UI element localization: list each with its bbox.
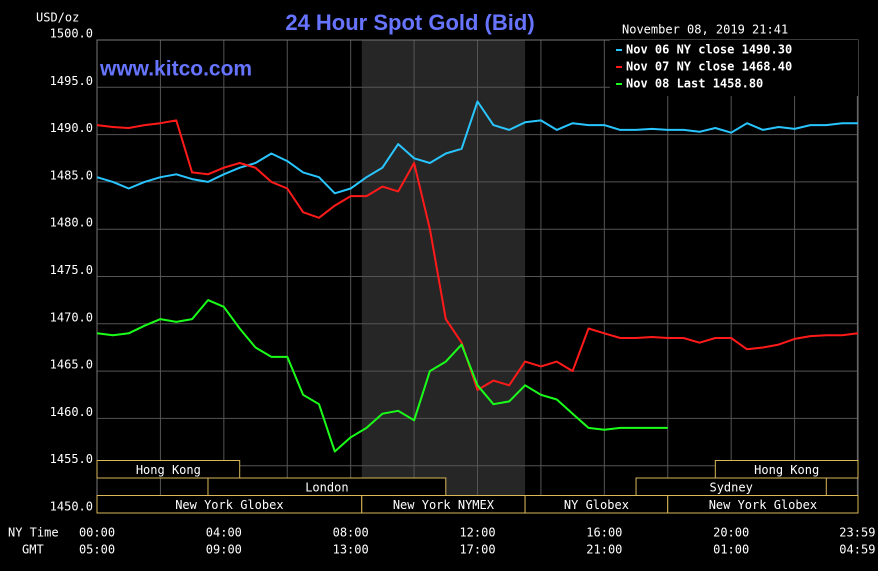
- legend-label: Nov 06 NY close 1490.30: [626, 43, 792, 57]
- chart-title: 24 Hour Spot Gold (Bid): [285, 10, 534, 35]
- y-tick-label: 1450.0: [50, 500, 93, 514]
- site-label: www.kitco.com: [99, 58, 252, 81]
- y-tick-label: 1500.0: [50, 27, 93, 41]
- x2-tick-label: 17:00: [459, 543, 495, 557]
- x-tick-label: 23:59: [839, 526, 875, 540]
- session-label: New York Globex: [175, 498, 283, 512]
- x2-tick-label: 01:00: [713, 543, 749, 557]
- x-tick-label: 00:00: [79, 526, 115, 540]
- session-label: Sydney: [709, 480, 752, 494]
- y-tick-label: 1470.0: [50, 310, 93, 324]
- series-line: [96, 100, 858, 195]
- x-row-label: NY Time: [8, 526, 59, 540]
- series-line: [96, 119, 859, 391]
- legend-box: [610, 40, 858, 96]
- y-tick-label: 1455.0: [50, 452, 93, 466]
- x2-tick-label: 09:00: [206, 543, 242, 557]
- x-tick-label: 04:00: [206, 526, 242, 540]
- legend-label: Nov 07 NY close 1468.40: [626, 60, 792, 74]
- y-tick-label: 1460.0: [50, 405, 93, 419]
- legend-label: Nov 08 Last 1458.80: [626, 77, 763, 91]
- session-label: New York NYMEX: [393, 498, 495, 512]
- y-tick-label: 1490.0: [50, 121, 93, 135]
- x-tick-label: 20:00: [713, 526, 749, 540]
- y-tick-label: 1485.0: [50, 168, 93, 182]
- x-tick-label: 12:00: [459, 526, 495, 540]
- session-label: Hong Kong: [136, 463, 201, 477]
- x-tick-label: 16:00: [586, 526, 622, 540]
- x2-row-label: GMT: [22, 543, 44, 557]
- session-box: [96, 460, 241, 479]
- timestamp: November 08, 2019 21:41: [622, 23, 788, 37]
- y-tick-label: 1495.0: [50, 74, 93, 88]
- y-tick-label: 1475.0: [50, 263, 93, 277]
- session-label: New York Globex: [709, 498, 817, 512]
- y-tick-label: 1480.0: [50, 216, 93, 230]
- session-label: Hong Kong: [754, 463, 819, 477]
- x2-tick-label: 04:59: [839, 543, 875, 557]
- session-box: [667, 495, 859, 514]
- x2-tick-label: 05:00: [79, 543, 115, 557]
- x2-tick-label: 21:00: [586, 543, 622, 557]
- y-tick-label: 1465.0: [50, 358, 93, 372]
- series-line: [96, 299, 668, 453]
- x2-tick-label: 13:00: [333, 543, 369, 557]
- session-label: NY Globex: [564, 498, 629, 512]
- x-tick-label: 08:00: [333, 526, 369, 540]
- unit-label: USD/oz: [36, 11, 79, 25]
- session-label: London: [305, 480, 348, 494]
